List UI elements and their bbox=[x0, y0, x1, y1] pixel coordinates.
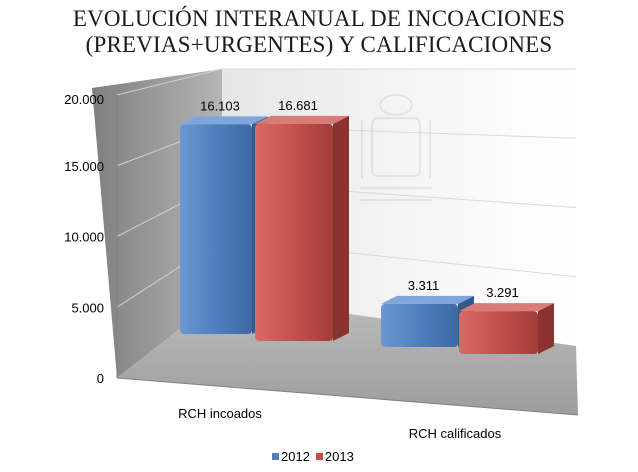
y-tick-label: 5.000 bbox=[71, 300, 104, 315]
bar-top bbox=[180, 116, 268, 125]
bar-front bbox=[459, 311, 538, 354]
data-label: 3.311 bbox=[408, 278, 440, 293]
category-label: RCH incoados bbox=[178, 406, 262, 421]
legend-label-2013: 2013 bbox=[324, 449, 354, 464]
bar-side bbox=[538, 303, 554, 354]
data-label: 16.681 bbox=[278, 98, 318, 113]
y-tick-label: 15.000 bbox=[64, 159, 104, 174]
bar-2012-0 bbox=[180, 116, 268, 334]
bar-front bbox=[180, 124, 252, 334]
bar-front bbox=[255, 123, 333, 341]
watermark bbox=[360, 94, 432, 201]
legend-item-2013: 2013 bbox=[315, 449, 354, 464]
y-tick-label: 10.000 bbox=[64, 230, 104, 245]
bar-top bbox=[459, 303, 554, 312]
data-label: 16.103 bbox=[200, 98, 240, 113]
y-tick-label: 0 bbox=[97, 371, 104, 386]
bar-2013-1 bbox=[459, 303, 554, 354]
data-label: 3.291 bbox=[486, 285, 519, 300]
x-axis bbox=[116, 377, 579, 416]
bar-top bbox=[255, 115, 349, 124]
bar-top bbox=[381, 295, 474, 304]
chart-subtitle: (PREVIAS+URGENTES) Y CALIFICACIONES bbox=[85, 32, 553, 57]
bar-front bbox=[381, 303, 458, 347]
legend: 2012 2013 bbox=[272, 449, 360, 464]
y-tick-label: 20.000 bbox=[64, 92, 104, 107]
legend-item-2012: 2012 bbox=[272, 449, 310, 464]
bar-2013-0 bbox=[255, 115, 349, 341]
legend-swatch-2012 bbox=[272, 453, 279, 460]
chart-title: EVOLUCIÓN INTERANUAL DE INCOACIONES bbox=[72, 6, 566, 31]
legend-label-2012: 2012 bbox=[281, 449, 310, 464]
bar-side bbox=[333, 115, 349, 341]
category-label: RCH calificados bbox=[409, 426, 502, 441]
gridline-side bbox=[116, 68, 223, 96]
legend-swatch-2013 bbox=[315, 453, 323, 460]
